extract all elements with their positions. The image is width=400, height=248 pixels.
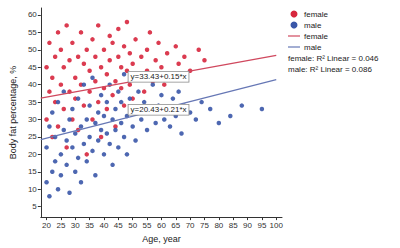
svg-text:female: female xyxy=(304,32,329,41)
svg-text:55: 55 xyxy=(28,28,37,37)
svg-text:Age, year: Age, year xyxy=(142,234,181,244)
svg-text:85: 85 xyxy=(229,221,238,230)
svg-text:80: 80 xyxy=(214,221,223,230)
svg-text:35: 35 xyxy=(85,221,94,230)
svg-text:Body fat percentage, %: Body fat percentage, % xyxy=(8,66,18,160)
svg-text:male: R² Linear = 0.086: male: R² Linear = 0.086 xyxy=(288,65,372,74)
svg-text:95: 95 xyxy=(257,221,266,230)
svg-text:50: 50 xyxy=(28,45,37,54)
svg-text:y=33.43+0.15*x: y=33.43+0.15*x xyxy=(131,72,187,81)
svg-text:15: 15 xyxy=(28,167,37,176)
svg-text:20: 20 xyxy=(28,150,37,159)
svg-text:y=20.43+0.21*x: y=20.43+0.21*x xyxy=(131,105,187,114)
svg-text:male: male xyxy=(304,43,322,52)
svg-text:30: 30 xyxy=(28,115,37,124)
svg-text:60: 60 xyxy=(28,10,37,19)
svg-text:90: 90 xyxy=(243,221,252,230)
svg-text:40: 40 xyxy=(28,80,37,89)
svg-text:55: 55 xyxy=(143,221,152,230)
svg-text:65: 65 xyxy=(171,221,180,230)
svg-text:60: 60 xyxy=(157,221,166,230)
svg-text:male: male xyxy=(304,21,322,30)
svg-text:40: 40 xyxy=(100,221,109,230)
svg-text:30: 30 xyxy=(71,221,80,230)
svg-text:female: female xyxy=(304,10,329,19)
svg-text:35: 35 xyxy=(28,98,37,107)
svg-text:45: 45 xyxy=(28,63,37,72)
svg-text:50: 50 xyxy=(128,221,137,230)
svg-text:female: R² Linear = 0.046: female: R² Linear = 0.046 xyxy=(288,54,379,63)
svg-text:75: 75 xyxy=(200,221,209,230)
svg-text:100: 100 xyxy=(270,221,284,230)
svg-text:70: 70 xyxy=(186,221,195,230)
svg-text:20: 20 xyxy=(42,221,51,230)
svg-text:25: 25 xyxy=(28,132,37,141)
svg-text:45: 45 xyxy=(114,221,123,230)
svg-text:5: 5 xyxy=(32,202,37,211)
svg-text:10: 10 xyxy=(28,185,37,194)
svg-text:25: 25 xyxy=(56,221,65,230)
